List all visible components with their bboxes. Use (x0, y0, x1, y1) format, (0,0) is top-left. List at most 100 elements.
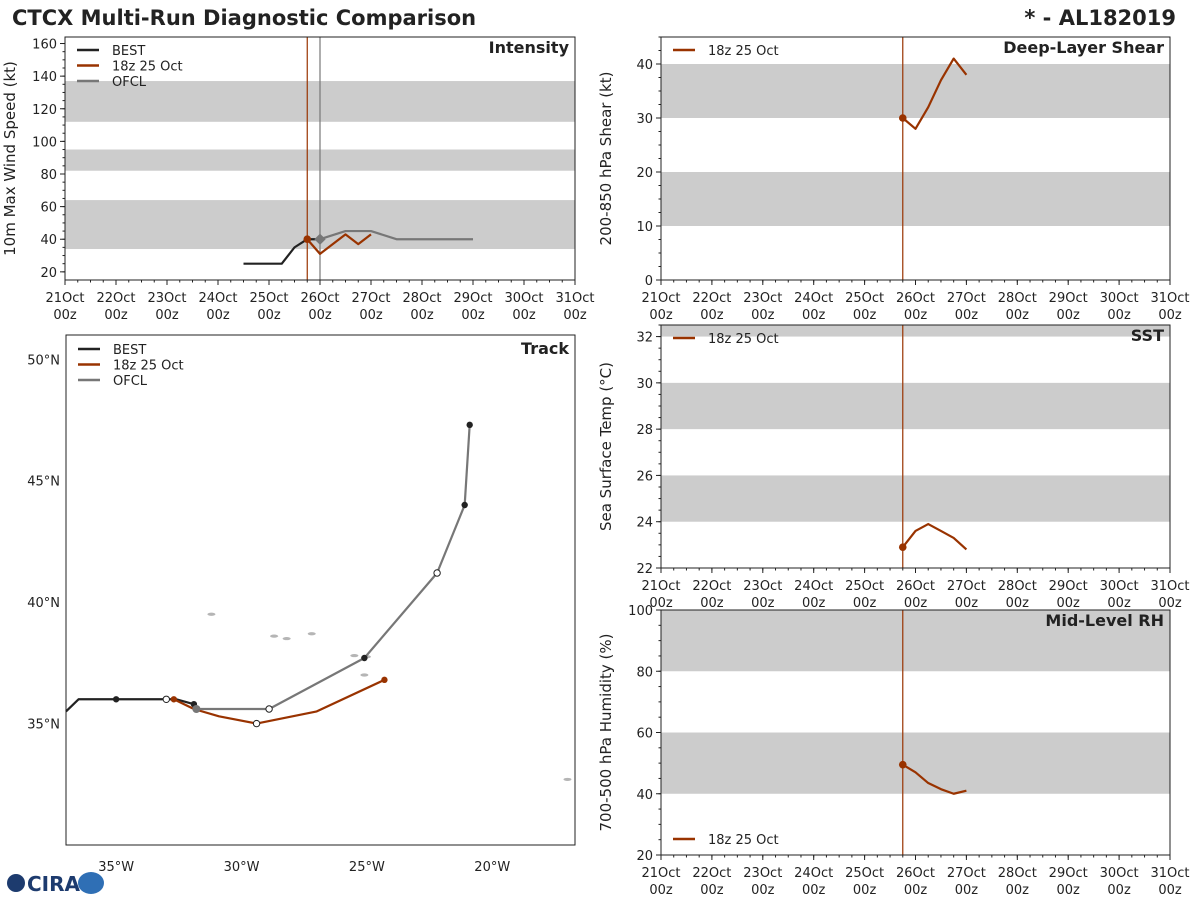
x-tick-sublabel: 00z (1158, 308, 1182, 323)
x-tick-label: 29Oct (1049, 579, 1088, 594)
x-tick-label: 31Oct (1150, 291, 1189, 306)
track-point (433, 569, 441, 577)
x-tick-label: 26Oct (300, 291, 339, 306)
legend-label: 18z 25 Oct (113, 359, 184, 374)
track-line-ofcl (196, 424, 471, 711)
y-axis-label: 200-850 hPa Shear (kt) (597, 72, 615, 246)
y-tick-label: 40 (636, 788, 653, 803)
x-tick-label: 24Oct (794, 291, 833, 306)
y-tick-label: 100 (628, 604, 653, 619)
plot-frame (660, 324, 1171, 569)
threshold-band (661, 172, 1170, 226)
y-tick-label: 10 (636, 220, 653, 235)
x-tick-sublabel: 00z (512, 308, 536, 323)
threshold-band (661, 732, 1170, 794)
x-tick-sublabel: 00z (649, 596, 673, 611)
series-line-run (902, 763, 967, 795)
x-tick-sublabel: 00z (1158, 596, 1182, 611)
x-tick-sublabel: 00z (751, 883, 775, 898)
series-line-ofcl (319, 229, 473, 241)
x-tick-label: 23Oct (743, 579, 782, 594)
data-point (303, 235, 312, 244)
x-tick-label: 27Oct (351, 291, 390, 306)
island-landmass (282, 636, 291, 641)
y-axis-label: 10m Max Wind Speed (kt) (1, 61, 19, 256)
x-tick-sublabel: 00z (1107, 883, 1131, 898)
panel-title: SST (1131, 326, 1164, 345)
x-tick-sublabel: 00z (1006, 308, 1030, 323)
x-tick-label: 23Oct (743, 291, 782, 306)
y-tick-label: 22 (636, 562, 653, 577)
x-tick-label: 23Oct (147, 291, 186, 306)
y-axis-label: Sea Surface Temp (°C) (597, 362, 615, 531)
x-tick-sublabel: 00z (802, 883, 826, 898)
y-tick-label: 100 (32, 135, 57, 150)
track-point (112, 696, 120, 703)
x-tick-label: 27Oct (947, 291, 986, 306)
x-tick-sublabel: 00z (955, 596, 979, 611)
x-tick-sublabel: 00z (1107, 308, 1131, 323)
figure-title: CTCX Multi-Run Diagnostic Comparison (12, 6, 476, 30)
lat-tick-label: 40°N (27, 596, 60, 611)
y-tick-label: 30 (636, 377, 653, 392)
data-point (898, 760, 907, 769)
x-tick-label: 29Oct (1049, 866, 1088, 881)
y-tick-label: 140 (32, 70, 57, 85)
data-point (898, 114, 907, 122)
legend-label: 18z 25 Oct (112, 60, 183, 75)
island-landmass (207, 612, 216, 616)
lat-tick-label: 35°N (27, 718, 60, 733)
x-tick-label: 22Oct (96, 291, 135, 306)
legend-label: 18z 25 Oct (708, 833, 779, 848)
track-point (252, 719, 261, 728)
x-tick-label: 22Oct (692, 866, 731, 881)
y-tick-label: 26 (636, 469, 653, 484)
x-tick-sublabel: 00z (1057, 883, 1081, 898)
x-tick-sublabel: 00z (751, 308, 775, 323)
plot-frame (660, 609, 1171, 856)
rh-panel: 20 40 60 80 100 21Oct 00z 22Oct 00z 23Oct 00z 24Oct… (597, 604, 1190, 898)
y-tick-label: 20 (636, 166, 653, 181)
x-tick-sublabel: 00z (955, 308, 979, 323)
y-tick-label: 28 (636, 423, 653, 438)
x-tick-sublabel: 00z (461, 308, 485, 323)
y-axis-label: 700-500 hPa Humidity (%) (597, 633, 615, 831)
panel-title: Intensity (489, 38, 570, 57)
x-tick-sublabel: 00z (904, 596, 928, 611)
x-tick-label: 30Oct (1100, 291, 1139, 306)
x-tick-sublabel: 00z (563, 308, 587, 323)
x-tick-sublabel: 00z (904, 308, 928, 323)
x-tick-sublabel: 00z (359, 308, 383, 323)
panel-title: Track (521, 339, 569, 358)
legend-label: 18z 25 Oct (708, 44, 779, 59)
lon-tick-label: 20°W (474, 860, 510, 875)
y-tick-label: 20 (40, 266, 57, 281)
track-point (192, 705, 201, 713)
x-tick-sublabel: 00z (1057, 308, 1081, 323)
x-tick-label: 25Oct (845, 866, 884, 881)
x-tick-label: 25Oct (845, 579, 884, 594)
x-tick-sublabel: 00z (257, 308, 281, 323)
x-tick-label: 27Oct (947, 866, 986, 881)
y-tick-label: 24 (636, 516, 653, 531)
y-tick-label: 20 (636, 849, 653, 864)
x-tick-sublabel: 00z (700, 883, 724, 898)
series-line-run (901, 522, 968, 551)
lat-tick-label: 50°N (27, 353, 60, 368)
cira-logo: CIRA (7, 872, 104, 896)
track-point (265, 705, 273, 713)
island-landmass (350, 653, 359, 658)
track-panel: 35°W 30°W 25°W 20°W 35°N 40°N 45°N 50°N Track BES… (27, 334, 576, 875)
x-tick-sublabel: 00z (206, 308, 230, 323)
data-point (898, 543, 907, 551)
x-tick-label: 25Oct (249, 291, 288, 306)
x-tick-sublabel: 00z (1006, 596, 1030, 611)
track-point (466, 421, 473, 429)
x-tick-sublabel: 00z (53, 308, 77, 323)
y-tick-label: 40 (40, 233, 57, 248)
lon-tick-label: 35°W (98, 860, 134, 875)
x-tick-label: 26Oct (896, 291, 935, 306)
track-point (162, 695, 170, 703)
x-tick-sublabel: 00z (104, 308, 128, 323)
x-tick-label: 21Oct (641, 579, 680, 594)
